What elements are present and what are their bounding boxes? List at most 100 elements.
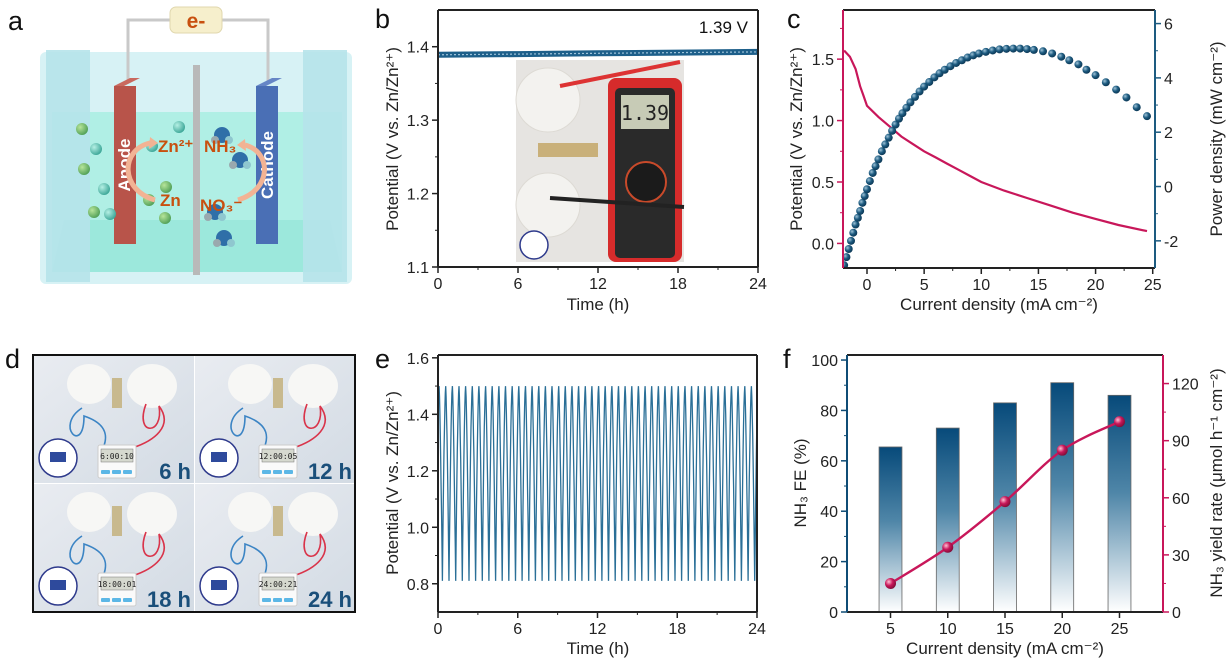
cell-cap	[67, 492, 111, 532]
cell-cap	[515, 67, 581, 133]
timer-display	[261, 448, 295, 463]
power-density-point	[1048, 49, 1057, 58]
power-density-point	[865, 177, 874, 186]
power-density-point	[858, 198, 867, 207]
x-tick-label: 6	[514, 276, 523, 293]
cell-cap	[515, 172, 581, 238]
load-resistor	[169, 6, 223, 34]
power-density-point	[1082, 65, 1091, 74]
power-density-point	[888, 126, 897, 135]
x-tick-label: 10	[939, 621, 957, 638]
timelapse-photo: 6:00:10 6 h	[34, 356, 194, 484]
power-density-point	[1057, 52, 1066, 61]
blue-wire	[69, 407, 107, 447]
zinc-ion	[90, 143, 102, 155]
power-density-point	[1112, 85, 1121, 94]
fe-bar	[1050, 382, 1075, 613]
fe-bar	[935, 427, 960, 613]
panel-label-a: a	[8, 6, 24, 36]
cell-cap	[228, 364, 272, 404]
timer-button	[123, 470, 132, 474]
zinc-ion	[173, 121, 185, 133]
power-density-point	[851, 220, 860, 229]
x-axis-label: Time (h)	[567, 295, 630, 314]
power-density-point	[877, 147, 886, 156]
y-tick-label: 120	[1172, 377, 1199, 394]
electron-label: e-	[187, 10, 206, 33]
timer-button	[112, 598, 121, 602]
zn-ion-label: Zn²⁺	[158, 137, 193, 156]
y-tick-label: 4	[1164, 71, 1173, 88]
logo-emblem	[211, 452, 227, 462]
photo-grid-border	[32, 354, 356, 613]
y-tick-label: 1.1	[407, 260, 429, 277]
multimeter-display	[621, 95, 669, 129]
yield-rate-point	[942, 541, 954, 553]
power-density-point	[940, 65, 949, 74]
power-density-point	[874, 155, 883, 164]
no3-label: NO₃⁻	[200, 196, 242, 215]
x-tick-label: 25	[1144, 277, 1162, 294]
y-axis-label: Potential (V vs. Zn/Zn²⁺)	[383, 47, 402, 231]
y-tick-label: 6	[1164, 17, 1173, 34]
multimeter-reading: 1.39	[621, 101, 669, 125]
x-tick-label: 24	[748, 621, 766, 638]
x-tick-label: 10	[972, 277, 990, 294]
timer-reading: 6:00:10	[100, 452, 134, 461]
yield-rate-point	[1056, 444, 1068, 456]
panel-label-e: e	[375, 344, 390, 374]
blue-wire	[230, 535, 268, 575]
y-tick-label: 1.5	[812, 52, 834, 69]
power-density-point	[1143, 112, 1151, 121]
power-density-point	[1101, 78, 1110, 87]
elapsed-time-label: 24 h	[308, 587, 352, 612]
cell-connector	[112, 506, 122, 536]
x-tick-label: 25	[1111, 621, 1129, 638]
elapsed-time-label: 18 h	[147, 587, 191, 612]
timelapse-photo: 24:00:21 24 h	[195, 484, 355, 612]
x-tick-label: 5	[920, 277, 929, 294]
cell-connector	[538, 143, 598, 157]
power-density-point	[906, 98, 915, 107]
x-tick-label: 5	[886, 621, 895, 638]
panel-label-d: d	[5, 344, 20, 374]
arrow-head-icon	[149, 137, 158, 149]
panel-label-b: b	[375, 4, 390, 34]
x-tick-label: 12	[589, 276, 607, 293]
x-axis-label: Current density (mA cm⁻²)	[900, 295, 1098, 314]
timelapse-photo: 12:00:05 12 h	[195, 356, 355, 484]
red-wire	[131, 403, 165, 449]
molecule-atom	[204, 213, 212, 221]
y-axis-label: Potential (V vs. Zn/Zn²⁺)	[383, 391, 402, 575]
blue-wire	[230, 407, 268, 447]
cell-cap	[288, 364, 338, 408]
cell-connector	[273, 506, 283, 536]
x-tick-label: 12	[589, 621, 607, 638]
cycling-voltage-curve	[437, 386, 758, 581]
red-probe	[559, 60, 681, 88]
faradaic-efficiency-chart: 5 10 15 20 25 0 20 40 60 80 100 0 30 60 90 120 NH₃ FE (%…	[791, 353, 1226, 658]
power-density-point	[884, 133, 893, 142]
power-density-point	[1023, 45, 1031, 54]
power-density-point	[1002, 44, 1011, 53]
power-density-point	[1132, 103, 1141, 112]
power-density-point	[856, 206, 865, 215]
y-tick-label: 20	[820, 555, 838, 572]
y-tick-label: 0.8	[407, 577, 429, 594]
y-axis-label-right: Power density (mW cm⁻²)	[1207, 41, 1226, 236]
timer-display	[261, 576, 295, 591]
power-density-point	[920, 82, 929, 91]
voltage-annotation: 1.39 V	[699, 18, 749, 37]
x-tick-label: 20	[1053, 621, 1071, 638]
y-tick-label: 80	[820, 403, 838, 420]
timer-display	[100, 576, 134, 591]
power-density-point	[863, 185, 871, 194]
timer-reading: 12:00:05	[259, 452, 298, 461]
power-density-point	[995, 45, 1004, 54]
power-density-point	[860, 192, 869, 201]
power-density-point	[843, 261, 849, 268]
power-density-point	[1009, 44, 1018, 53]
yield-rate-point	[1113, 416, 1125, 428]
